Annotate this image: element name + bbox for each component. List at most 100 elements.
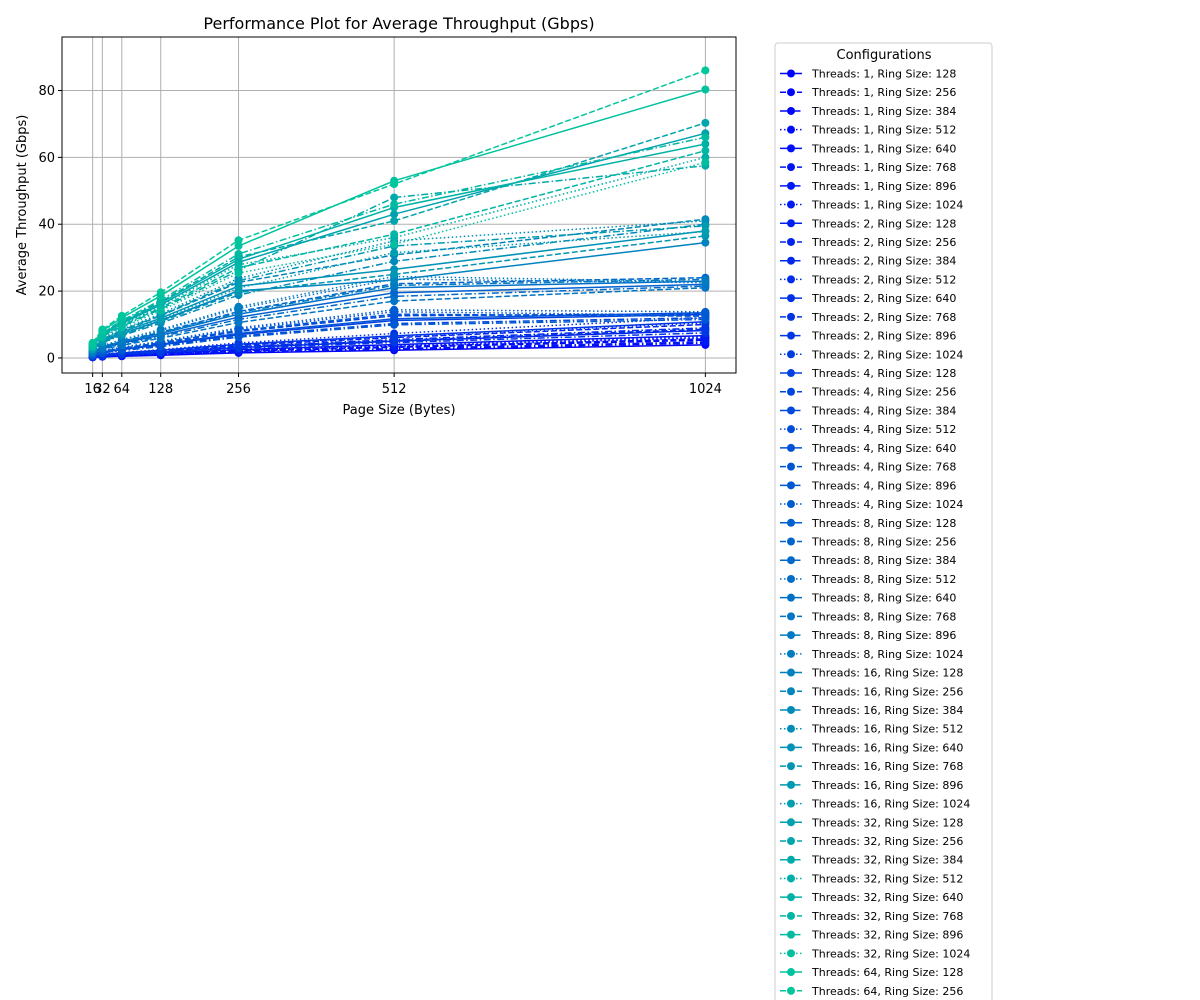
legend-marker [787,518,795,527]
data-point [234,249,243,258]
data-point [117,323,126,332]
legend-marker [787,818,795,827]
legend-item: Threads: 4, Ring Size: 256 [780,386,956,399]
data-point [701,328,710,337]
legend-marker [787,631,795,640]
legend-label: Threads: 2, Ring Size: 512 [811,273,956,286]
legend-item: Threads: 4, Ring Size: 896 [780,479,956,492]
data-point [701,227,710,236]
legend-marker [787,69,795,78]
series-layer [88,66,710,362]
legend-label: Threads: 4, Ring Size: 640 [811,442,956,455]
y-axis-ticks: 0 20 40 60 80 [38,84,62,366]
data-point [701,221,710,230]
legend-marker [787,556,795,565]
data-point [390,320,399,329]
legend-marker [787,911,795,920]
legend-marker [787,181,795,190]
legend-marker [787,387,795,396]
legend-item: Threads: 8, Ring Size: 384 [780,554,956,567]
data-point [117,311,126,320]
legend-item: Threads: 1, Ring Size: 896 [780,180,956,193]
data-point [701,118,710,127]
legend-items: Threads: 1, Ring Size: 128 Threads: 1, Ri… [780,68,970,998]
legend-marker [787,200,795,209]
legend-item: Threads: 8, Ring Size: 768 [780,610,956,623]
legend-label: Threads: 32, Ring Size: 896 [811,929,963,942]
data-point [234,276,243,285]
legend-marker [787,294,795,303]
x-tick-label: 32 [94,382,111,397]
legend-label: Threads: 16, Ring Size: 128 [811,667,963,680]
data-point [390,240,399,249]
data-point [156,306,165,315]
legend-marker [787,893,795,902]
legend-item: Threads: 8, Ring Size: 1024 [780,648,963,661]
data-point [701,158,710,167]
x-tick-label: 128 [148,382,173,397]
legend-label: Threads: 16, Ring Size: 640 [811,741,963,754]
data-point [701,85,710,94]
legend-label: Threads: 8, Ring Size: 640 [811,592,956,605]
legend-item: Threads: 1, Ring Size: 128 [780,68,956,81]
data-point [701,146,710,155]
data-point [701,277,710,286]
legend-item: Threads: 2, Ring Size: 256 [780,236,956,249]
legend-marker [787,144,795,153]
legend-item: Threads: 16, Ring Size: 128 [780,667,963,680]
data-point [390,230,399,239]
data-point [390,276,399,285]
legend-item: Threads: 32, Ring Size: 128 [780,816,963,829]
legend-marker [787,237,795,246]
legend-marker [787,780,795,789]
legend-label: Threads: 2, Ring Size: 896 [811,330,956,343]
legend-label: Threads: 2, Ring Size: 640 [811,292,956,305]
legend-label: Threads: 16, Ring Size: 384 [811,704,963,717]
legend-item: Threads: 32, Ring Size: 1024 [780,947,970,960]
legend-item: Threads: 32, Ring Size: 384 [780,854,963,867]
series-48 [88,158,710,351]
y-tick-label: 80 [38,84,55,99]
data-point [234,308,243,317]
legend-label: Threads: 2, Ring Size: 768 [811,311,956,324]
data-point [234,236,243,245]
legend-label: Threads: 32, Ring Size: 768 [811,910,963,923]
y-tick-label: 60 [38,151,55,166]
legend-label: Threads: 8, Ring Size: 256 [811,536,956,549]
legend-item: Threads: 8, Ring Size: 128 [780,517,956,530]
x-tick-label: 512 [382,382,407,397]
x-tick-label: 64 [114,382,131,397]
legend-item: Threads: 16, Ring Size: 1024 [780,798,970,811]
legend-item: Threads: 64, Ring Size: 256 [780,985,963,998]
data-point [234,284,243,293]
data-point [98,333,107,342]
legend-label: Threads: 4, Ring Size: 896 [811,479,956,492]
x-tick-label: 1024 [689,382,722,397]
legend-item: Threads: 2, Ring Size: 512 [780,273,956,286]
y-tick-label: 40 [38,218,55,233]
legend-item: Threads: 4, Ring Size: 512 [780,423,956,436]
data-point [701,307,710,316]
legend-item: Threads: 64, Ring Size: 128 [780,966,963,979]
legend: Configurations Threads: 1, Ring Size: 12… [774,42,993,1000]
data-point [390,270,399,279]
legend-marker [787,256,795,265]
legend-item: Threads: 16, Ring Size: 384 [780,704,963,717]
legend-item: Threads: 2, Ring Size: 768 [780,311,956,324]
legend-item: Threads: 1, Ring Size: 1024 [780,199,963,212]
legend-marker [787,331,795,340]
legend-item: Threads: 32, Ring Size: 256 [780,835,963,848]
data-point [88,338,97,347]
legend-item: Threads: 16, Ring Size: 896 [780,779,963,792]
data-point [390,332,399,341]
legend-item: Threads: 1, Ring Size: 768 [780,161,956,174]
legend-label: Threads: 4, Ring Size: 512 [811,423,956,436]
legend-label: Threads: 32, Ring Size: 256 [811,835,963,848]
legend-marker [787,406,795,415]
legend-item: Threads: 16, Ring Size: 256 [780,685,963,698]
data-point [701,283,710,292]
legend-label: Threads: 8, Ring Size: 128 [811,517,956,530]
series-50 [88,66,710,347]
plot-border [61,36,737,374]
